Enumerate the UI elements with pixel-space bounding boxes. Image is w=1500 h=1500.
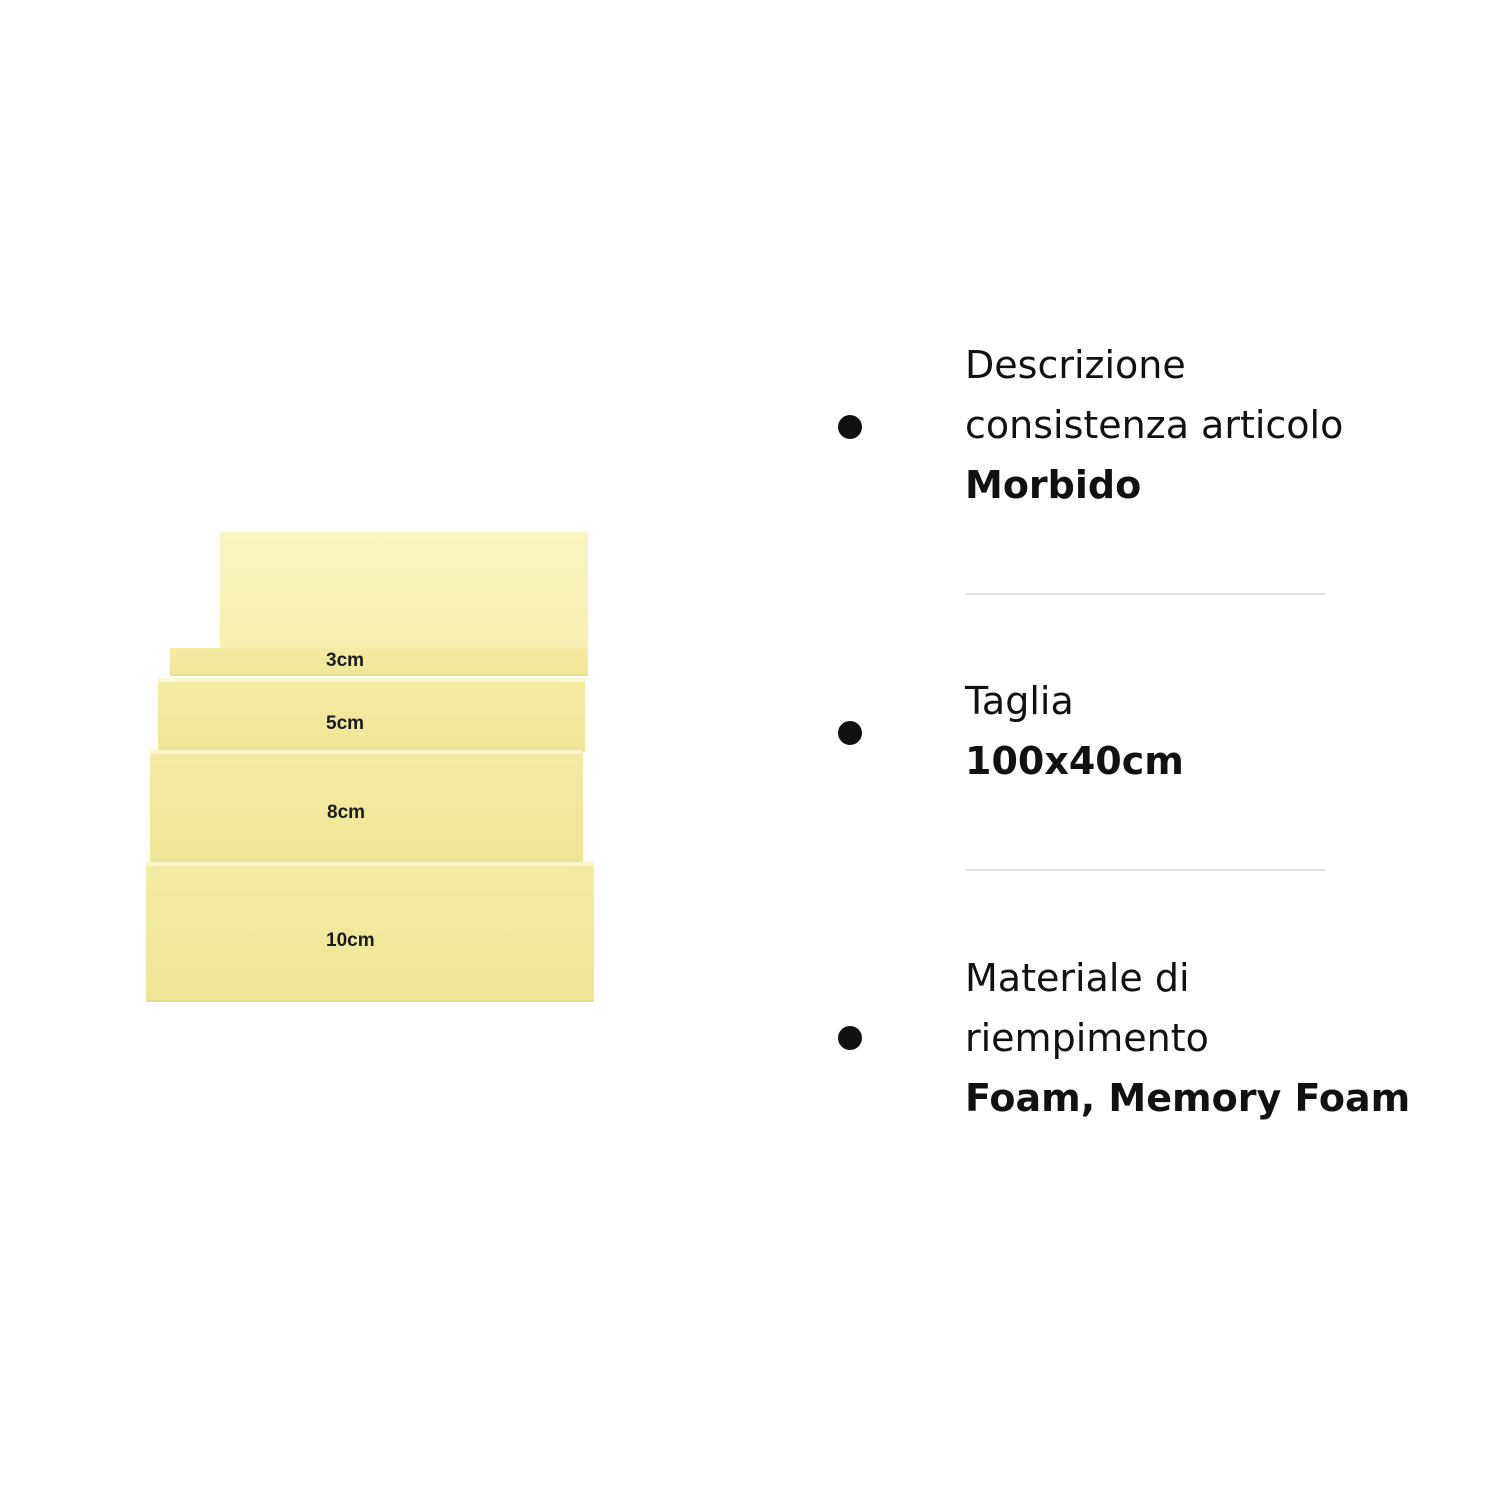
foam-stack-image: 3cm 5cm 8cm 10cm bbox=[140, 520, 610, 1010]
foam-thickness-label: 3cm bbox=[326, 650, 365, 671]
foam-layer-front bbox=[170, 648, 588, 676]
foam-thickness-label: 5cm bbox=[326, 713, 365, 734]
foam-layer-front bbox=[150, 750, 583, 864]
spec-text: Materiale di riempimento Foam, Memory Fo… bbox=[965, 948, 1445, 1128]
divider bbox=[965, 869, 1325, 871]
foam-thickness-label: 10cm bbox=[326, 930, 375, 951]
spec-label: Descrizione bbox=[965, 343, 1186, 387]
foam-layer-front bbox=[146, 862, 594, 1002]
bullet-icon bbox=[838, 721, 862, 745]
spec-label: Taglia bbox=[965, 679, 1074, 723]
spec-value: 100x40cm bbox=[965, 739, 1184, 783]
spec-value: Foam, Memory Foam bbox=[965, 1076, 1411, 1120]
foam-thickness-label: 8cm bbox=[327, 802, 366, 823]
bullet-icon bbox=[838, 415, 862, 439]
divider bbox=[965, 593, 1325, 595]
spec-text: Taglia 100x40cm bbox=[965, 671, 1445, 791]
spec-label: consistenza articolo bbox=[965, 403, 1344, 447]
spec-label: riempimento bbox=[965, 1016, 1209, 1060]
spec-text: Descrizione consistenza articolo Morbido bbox=[965, 335, 1445, 515]
spec-label: Materiale di bbox=[965, 956, 1190, 1000]
foam-layer-front bbox=[158, 678, 585, 752]
bullet-icon bbox=[838, 1026, 862, 1050]
spec-value: Morbido bbox=[965, 463, 1142, 507]
foam-layer-top-surface bbox=[220, 532, 588, 648]
